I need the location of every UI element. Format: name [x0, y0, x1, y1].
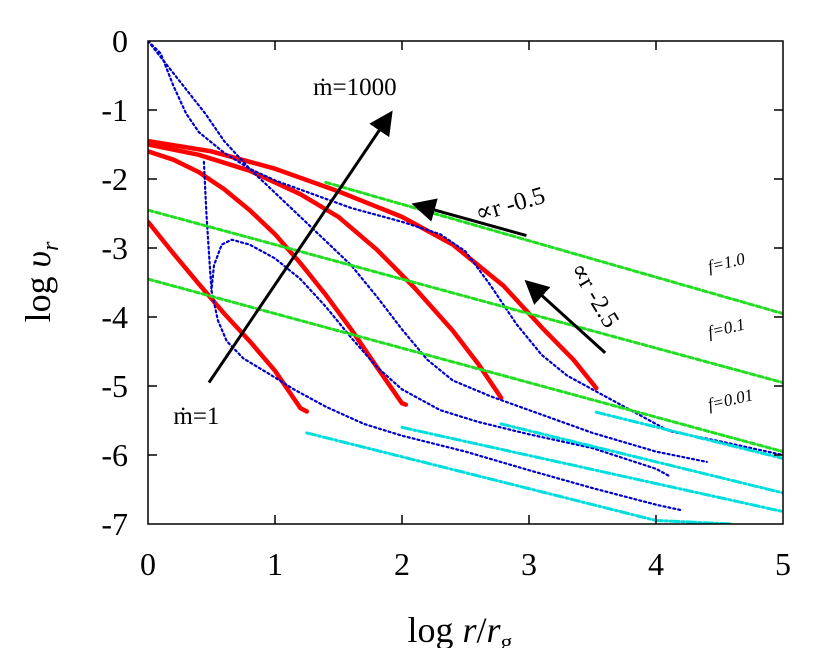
y-tick-label: -1	[101, 92, 128, 128]
annotation-arrow-0	[207, 110, 393, 384]
annotation-f1: f=1.0	[706, 249, 747, 276]
x-axis-title-rg: r	[487, 610, 502, 648]
series-line-dashdot-cyan-11	[305, 431, 734, 524]
series-line-dashdot-cyan-12	[400, 425, 783, 514]
y-tick-label: -2	[101, 161, 128, 197]
y-tick-label: -7	[101, 506, 128, 542]
x-tick-label: 0	[140, 546, 156, 582]
tick-label-layer: 0 1 2 3 4 5 0 -1 -2 -3 -4 -5 -6 -7	[101, 23, 791, 582]
series-line-solid-red-3	[148, 138, 599, 391]
series-line-dashdot-cyan-13	[499, 422, 783, 495]
y-axis-title-v: υ	[18, 251, 58, 268]
y-tick-label: -4	[101, 299, 128, 335]
series-layer	[148, 41, 783, 524]
y-tick-label: 0	[112, 23, 128, 59]
x-tick-label: 1	[267, 546, 283, 582]
series-line-dashed-green-8	[324, 180, 783, 316]
annotation-arrow-2	[524, 279, 607, 354]
series-line-solid-red-2	[148, 142, 504, 400]
series-line-dotted-blue-7	[210, 289, 683, 512]
series-line-dotted-blue-6	[202, 160, 670, 477]
series-line-solid-red-0	[148, 219, 310, 414]
tick-layer	[148, 41, 783, 524]
annotation-f3: f=0.01	[706, 385, 755, 414]
series-line-dashed-green-10	[148, 277, 783, 454]
x-axis-title-r: r	[462, 610, 477, 648]
y-tick-label: -5	[101, 368, 128, 404]
arrow-layer	[207, 110, 607, 384]
x-axis-title-sub: g	[501, 630, 513, 648]
series-line-dotted-blue-4	[148, 41, 783, 457]
y-axis-title-log: log	[18, 267, 58, 322]
series-line-dashdot-cyan-14	[594, 410, 783, 460]
y-axis-title: log υr	[18, 241, 64, 323]
annotation-f2: f=0.1	[706, 315, 747, 342]
annotation-slope_a: ∝r -0.5	[472, 182, 548, 228]
x-axis-title-slash: /	[477, 610, 487, 648]
y-tick-label: -3	[101, 230, 128, 266]
plot-frame	[147, 40, 784, 525]
y-axis-title-sub: r	[38, 241, 64, 251]
series-line-dotted-blue-5	[148, 41, 708, 463]
x-axis-title-log: log	[407, 610, 462, 648]
y-tick-label: -6	[101, 437, 128, 473]
x-tick-label: 5	[775, 546, 791, 582]
series-line-dashed-green-9	[148, 208, 783, 385]
annotation-arrow-1	[411, 198, 527, 238]
x-tick-label: 3	[521, 546, 537, 582]
x-axis-title: log r/rg	[407, 610, 512, 648]
x-tick-label: 4	[648, 546, 664, 582]
series-line-solid-red-1	[148, 149, 409, 407]
annotation-mdot_high: ṁ=1000	[313, 74, 397, 101]
annotation-slope_b: ∝r -2.5	[564, 258, 624, 333]
x-tick-label: 2	[394, 546, 410, 582]
annotation-mdot_low: ṁ=1	[173, 403, 219, 430]
